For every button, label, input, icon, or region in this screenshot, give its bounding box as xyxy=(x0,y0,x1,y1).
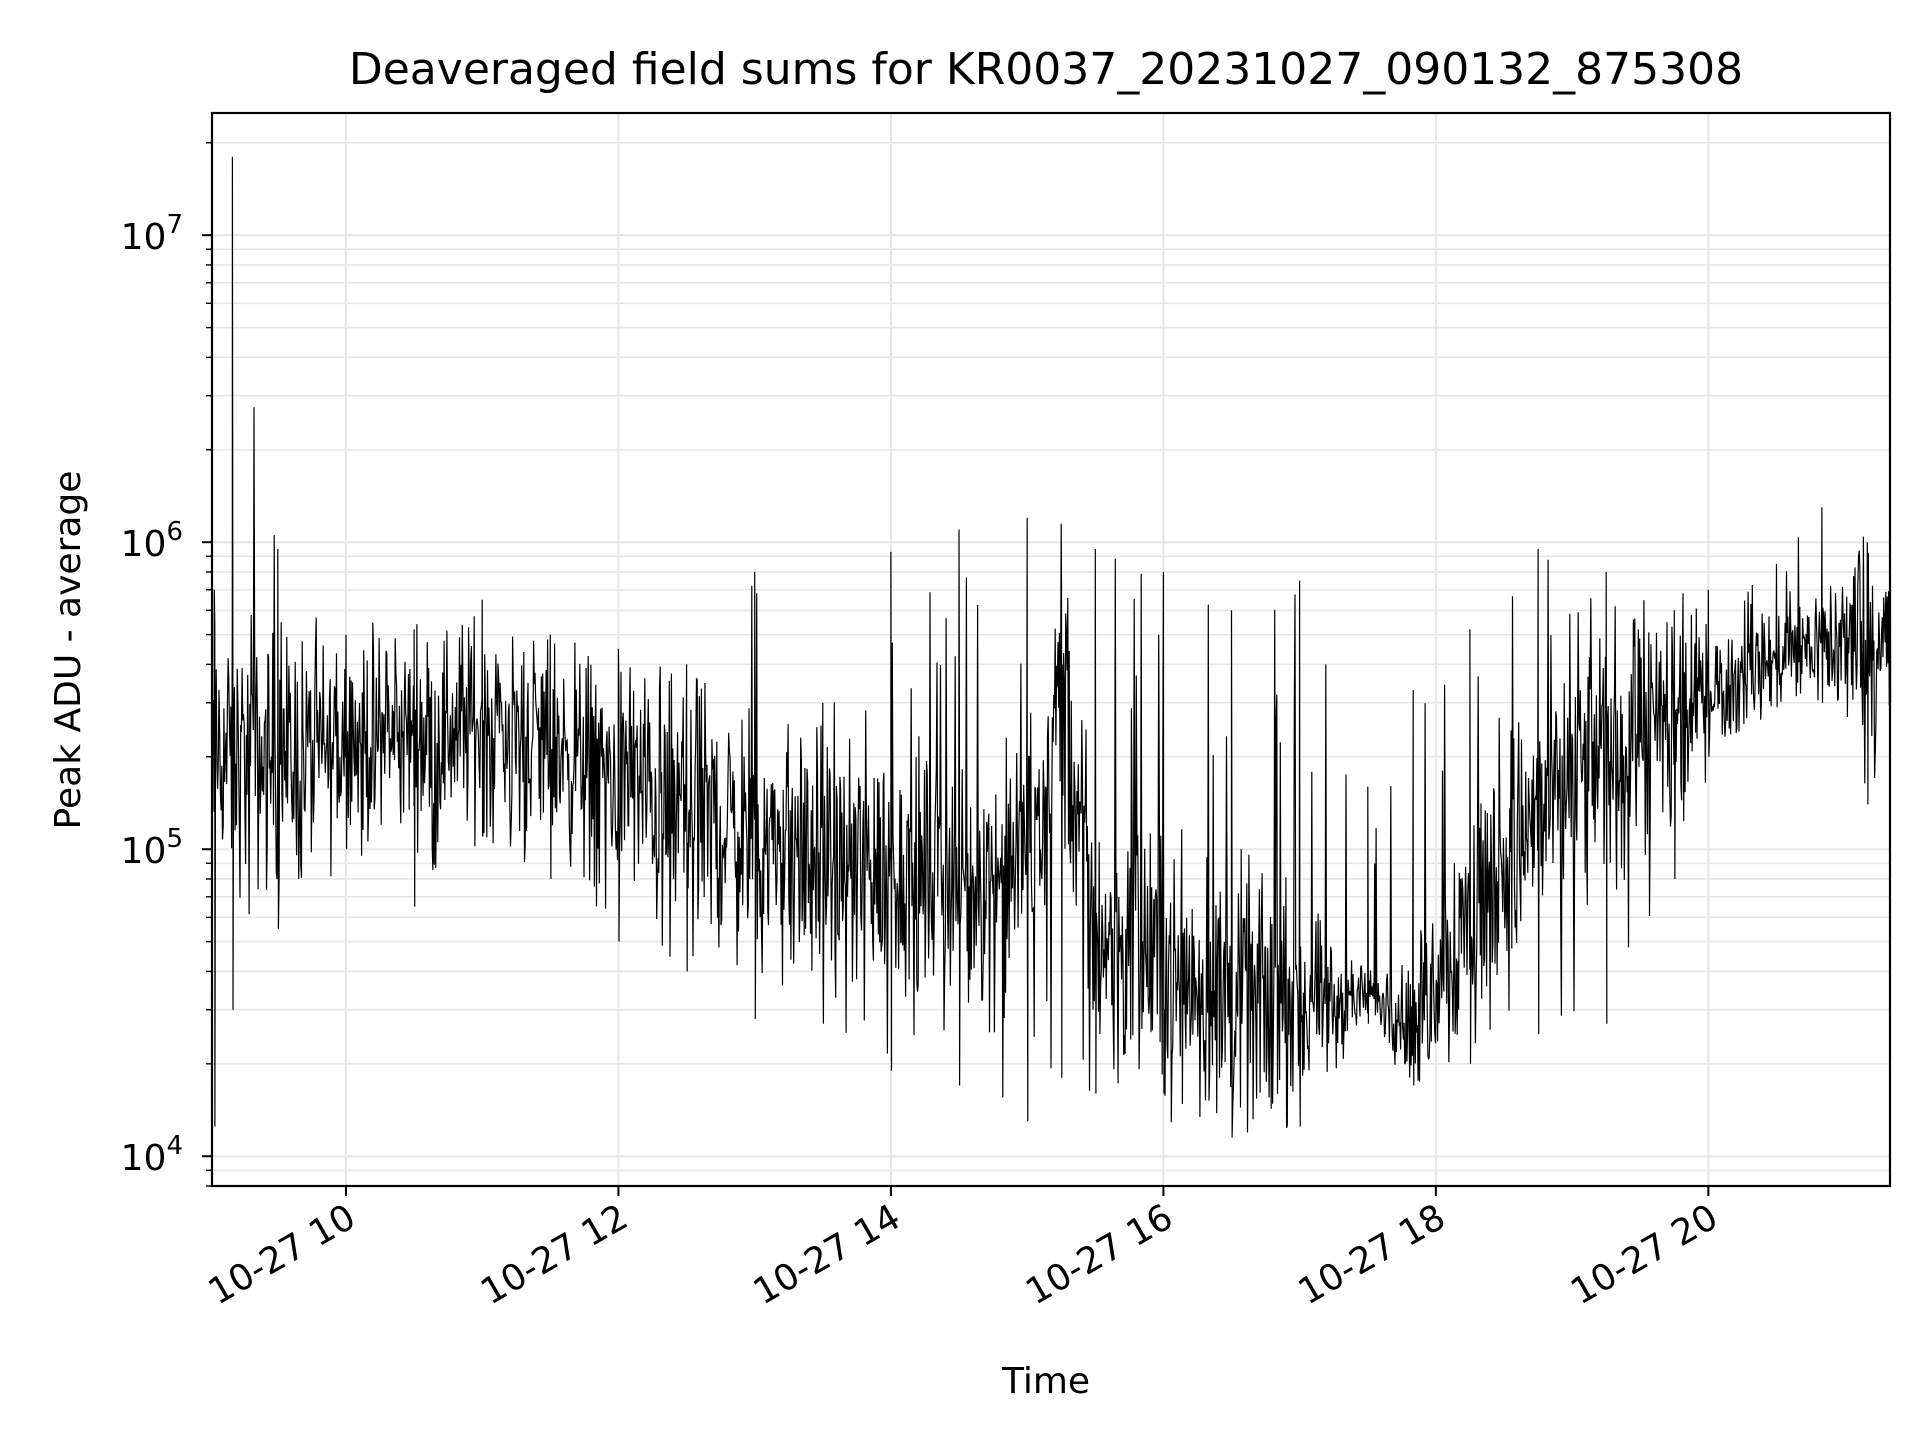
x-tick-label: 10-27 12 xyxy=(474,1197,635,1313)
series-line xyxy=(211,156,1892,1138)
x-tick-label: 10-27 20 xyxy=(1564,1197,1725,1313)
y-tick-label: 107 xyxy=(121,210,183,258)
y-tick-label: 105 xyxy=(121,824,183,872)
x-tick-label: 10-27 16 xyxy=(1019,1197,1180,1313)
chart-title: Deaveraged field sums for KR0037_2023102… xyxy=(349,44,1743,95)
x-tick-label: 10-27 10 xyxy=(202,1197,363,1313)
x-tick-label: 10-27 14 xyxy=(747,1197,908,1313)
y-axis: 104 105 106 107 xyxy=(121,142,212,1187)
y-tick-label: 106 xyxy=(121,517,183,565)
x-axis: 10-27 10 10-27 12 10-27 14 10-27 16 10-27 18… xyxy=(202,1186,1725,1313)
grid xyxy=(212,113,1890,1187)
plot-frame xyxy=(210,111,1892,1188)
y-axis-label: Peak ADU - average xyxy=(48,471,89,830)
y-tick-label: 104 xyxy=(121,1131,183,1179)
x-axis-label: Time xyxy=(1001,1361,1090,1402)
series-group xyxy=(211,156,1892,1138)
x-tick-label: 10-27 18 xyxy=(1292,1197,1453,1313)
